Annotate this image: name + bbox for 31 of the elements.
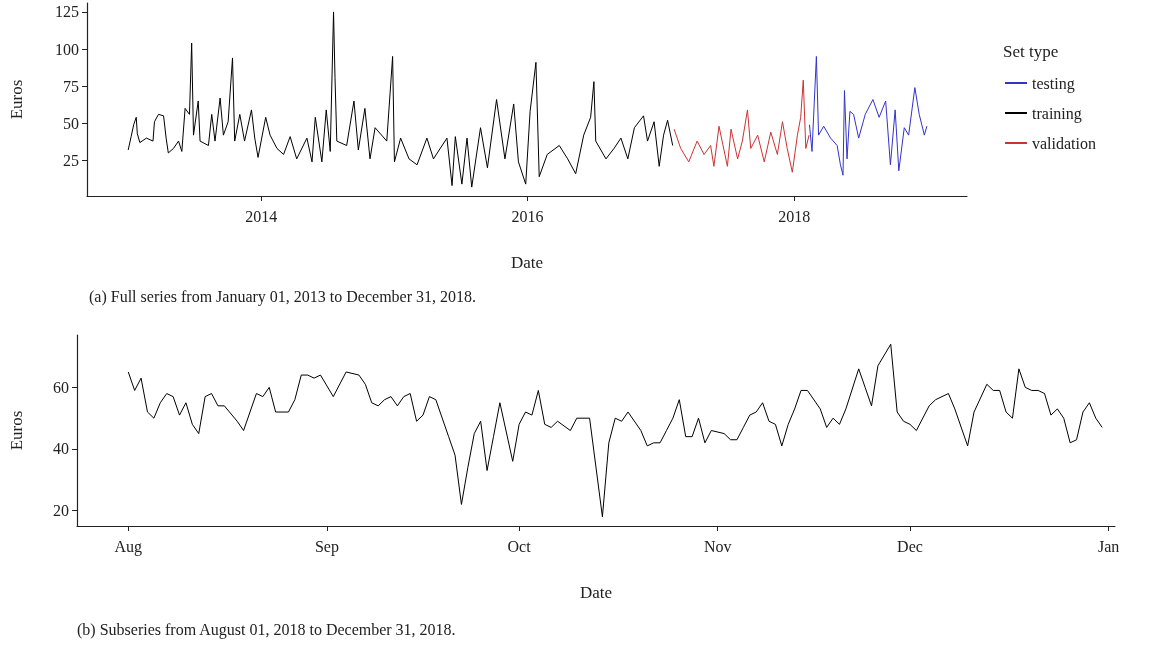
legend-label: training [1032, 104, 1082, 123]
text: (b) Subseries from August 01, 2018 to December 31, 2018. [77, 620, 456, 639]
legend-label: testing [1032, 74, 1075, 93]
x-tick-label: Nov [703, 537, 732, 555]
text: (a) Full series from January 01, 2013 to December 31, 2018. [89, 287, 477, 306]
y-tick-label: 50 [63, 114, 79, 132]
line-series [673, 79, 810, 173]
line-series [127, 343, 1103, 518]
x-tick-label: Dec [897, 537, 923, 555]
y-tick-label: 20 [53, 502, 69, 520]
line-series [127, 11, 674, 188]
y-axis-title: Euros [7, 79, 26, 120]
line-series [808, 55, 928, 176]
x-tick-label: Oct [507, 537, 532, 555]
x-tick-label: Aug [114, 537, 143, 556]
y-tick-label: 75 [63, 77, 79, 95]
x-axis-title: Date [579, 583, 613, 602]
y-tick-label: 100 [55, 40, 79, 58]
legend-title: Set type [1003, 42, 1059, 61]
y-tick-label: 60 [53, 378, 69, 396]
y-tick-label: 125 [55, 3, 79, 21]
x-axis-title: Date [510, 253, 544, 272]
x-tick-label: 2018 [778, 207, 811, 225]
legend-label: validation [1032, 134, 1096, 152]
x-tick-label: Sep [314, 537, 339, 556]
y-tick-label: 25 [63, 151, 79, 169]
x-tick-label: Jan [1097, 537, 1120, 555]
x-tick-label: 2016 [511, 207, 544, 225]
x-tick-label: 2014 [245, 207, 278, 225]
y-axis-title: Euros [7, 410, 26, 451]
y-tick-label: 40 [53, 440, 69, 458]
